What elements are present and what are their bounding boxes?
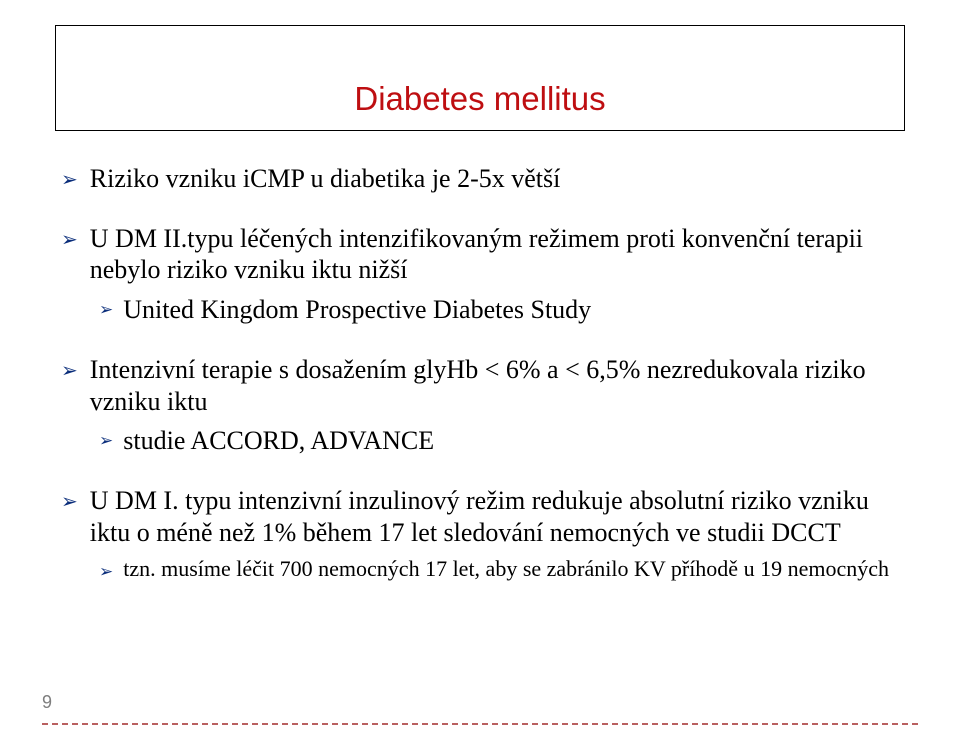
bullet-2a: ➢ United Kingdom Prospective Diabetes St… (99, 294, 899, 326)
bullet-text: Intenzivní terapie s dosažením glyHb < 6… (90, 354, 899, 417)
bullet-4: ➢ U DM I. typu intenzivní inzulinový rež… (61, 485, 899, 548)
bullet-1: ➢ Riziko vzniku iCMP u diabetika je 2-5x… (61, 163, 899, 195)
title-box: Diabetes mellitus (55, 25, 905, 131)
arrow-icon: ➢ (61, 228, 78, 252)
arrow-icon: ➢ (99, 431, 113, 452)
bullet-text: tzn. musíme léčit 700 nemocných 17 let, … (123, 556, 899, 583)
arrow-icon: ➢ (61, 359, 78, 383)
content-area: ➢ Riziko vzniku iCMP u diabetika je 2-5x… (55, 131, 905, 583)
arrow-icon: ➢ (99, 300, 113, 321)
bullet-text: Riziko vzniku iCMP u diabetika je 2-5x v… (90, 163, 899, 195)
slide-title: Diabetes mellitus (354, 80, 605, 118)
bullet-group-2: ➢ U DM II.typu léčených intenzifikovaným… (61, 223, 899, 326)
slide: Diabetes mellitus ➢ Riziko vzniku iCMP u… (0, 0, 960, 751)
bullet-text: United Kingdom Prospective Diabetes Stud… (123, 294, 899, 326)
bullet-group-3: ➢ Intenzivní terapie s dosažením glyHb <… (61, 354, 899, 457)
bullet-group-4: ➢ U DM I. typu intenzivní inzulinový rež… (61, 485, 899, 583)
bullet-text: studie ACCORD, ADVANCE (123, 425, 899, 457)
arrow-icon: ➢ (99, 562, 113, 583)
bullet-3: ➢ Intenzivní terapie s dosažením glyHb <… (61, 354, 899, 417)
bullet-text: U DM I. typu intenzivní inzulinový režim… (90, 485, 899, 548)
bullet-2: ➢ U DM II.typu léčených intenzifikovaným… (61, 223, 899, 286)
bullet-4a: ➢ tzn. musíme léčit 700 nemocných 17 let… (99, 556, 899, 583)
bullet-text: U DM II.typu léčených intenzifikovaným r… (90, 223, 899, 286)
page-number: 9 (42, 692, 52, 713)
bullet-3a: ➢ studie ACCORD, ADVANCE (99, 425, 899, 457)
footer-divider (42, 723, 918, 725)
arrow-icon: ➢ (61, 490, 78, 514)
arrow-icon: ➢ (61, 168, 78, 192)
